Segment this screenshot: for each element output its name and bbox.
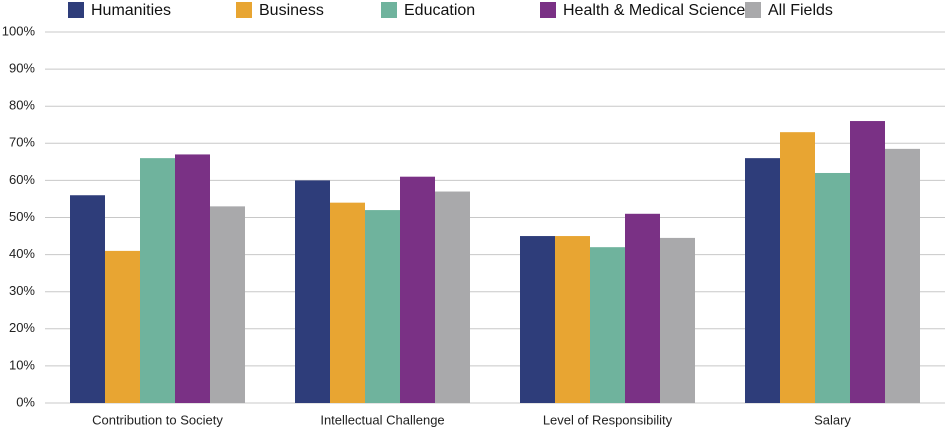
y-tick-label: 50% [9,209,35,224]
y-tick-label: 60% [9,172,35,187]
bar [815,172,850,403]
bar [885,148,920,403]
y-tick-label: 70% [9,135,35,150]
bar [295,180,330,403]
bar [175,154,210,403]
bar [745,158,780,403]
x-tick-label: Level of Responsibility [543,412,673,427]
bar [780,132,815,404]
bar [140,158,175,403]
bar [330,202,365,403]
y-tick-label: 80% [9,98,35,113]
bar [625,213,660,403]
legend-label: Business [259,2,324,19]
x-tick-label: Salary [814,412,851,427]
y-tick-label: 100% [2,23,36,38]
bar [590,247,625,403]
y-tick-label: 40% [9,246,35,261]
legend-swatch [236,2,252,18]
legend-swatch [68,2,84,18]
bar [520,236,555,403]
bar [850,121,885,403]
bar [365,210,400,403]
legend-label: Education [404,2,475,19]
bar [210,206,245,403]
bar [555,236,590,403]
y-tick-label: 0% [16,394,35,409]
x-tick-label: Contribution to Society [92,412,223,427]
legend-label: All Fields [768,2,833,19]
legend-label: Humanities [91,2,171,19]
y-tick-label: 90% [9,61,35,76]
legend-swatch [745,2,761,18]
bar [400,176,435,403]
legend-label: Health & Medical Sciences [563,2,753,19]
legend-swatch [381,2,397,18]
y-tick-label: 20% [9,320,35,335]
y-tick-label: 10% [9,357,35,372]
x-tick-label: Intellectual Challenge [320,412,444,427]
bar [435,191,470,403]
bar [660,237,695,403]
legend-swatch [540,2,556,18]
bar [70,195,105,403]
y-tick-label: 30% [9,283,35,298]
bar [105,250,140,403]
